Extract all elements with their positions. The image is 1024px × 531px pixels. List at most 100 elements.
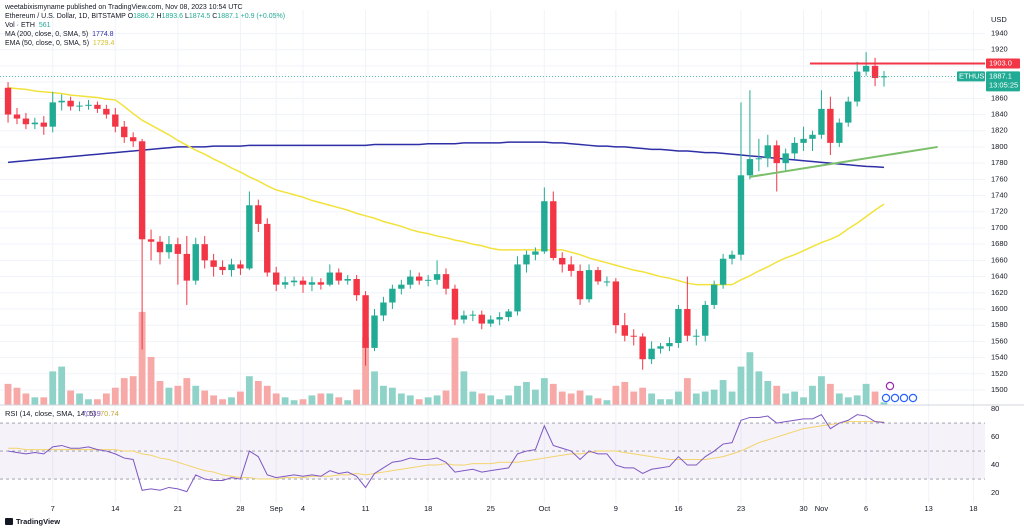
candle-body [684,308,691,336]
candle-body [416,276,423,281]
rsi-name: RSI (14, close, SMA, 14, 5) [5,409,96,418]
volume-bar [111,387,119,405]
candle-body [782,153,789,164]
candle-body [496,317,503,320]
candle-body [451,288,459,320]
volume-bar [299,399,307,405]
rsi-sma-line [8,421,885,480]
candle-body [550,201,557,258]
volume-bar [335,397,343,405]
rsi-tick-label: 20 [991,488,999,497]
candle-body [147,239,155,242]
candle-body [4,87,12,115]
candle-body [424,279,432,281]
candle-body [630,335,637,337]
volume-bar [192,385,200,405]
volume-bar [567,393,575,405]
rsi-value: 70.39 [82,409,101,418]
volume-value: 561 [38,22,51,29]
low-value: 1874.5 [188,13,211,20]
high-value: 1893.6 [161,13,183,20]
x-tick-label: Sep [270,504,283,513]
candle-body [791,142,798,154]
volume-bar [666,399,673,405]
volume-bar [460,371,468,405]
volume-bar [147,357,155,405]
volume-bar [13,387,21,405]
candle-body [156,241,164,253]
volume-name: Vol · ETH [5,22,35,29]
candle-body [255,205,262,224]
candle-body [308,282,316,285]
candle-body [76,105,83,107]
candle-body [603,281,611,283]
volume-bar [120,378,128,405]
volume-bar [317,393,325,405]
rsi-tick-label: 60 [991,432,999,441]
volume-bar [388,387,396,405]
published: weetabixismyname published on TradingVie… [5,4,243,11]
candle-body [853,71,861,102]
y-tick-label: 1620 [991,288,1008,297]
x-tick-label: 6 [864,504,868,513]
open-value: 1886.2 [133,13,155,20]
volume-bar [737,366,745,405]
candle-body [58,100,65,103]
candle-body [138,141,146,240]
volume-bar [540,378,548,405]
volume-bar [67,390,75,405]
price-box [986,71,1020,92]
candle-body [246,205,253,269]
volume-bar [764,381,772,405]
candle-body [299,280,307,285]
alert-label: 1903.0 [989,58,1012,67]
volume-bar [469,391,477,405]
volume-bar [603,400,611,405]
candle-body [559,257,566,265]
candle-body [809,134,816,139]
candle-body [165,244,173,253]
volume-bar [58,366,66,405]
volume-bar [728,391,736,405]
volume-bar [862,383,870,405]
currency-label: USD [991,15,1007,24]
rsi-tick-label: 80 [991,404,999,413]
y-tick-label: 1940 [991,28,1008,37]
volume-bar [719,380,727,405]
x-tick-label: 13 [925,504,933,513]
y-tick-label: 1800 [991,142,1008,151]
candle-body [407,276,414,285]
trendline [749,145,938,178]
alert-label-box [986,58,1020,69]
volume-bar [40,397,48,405]
volume-bar [22,393,30,405]
candle-body [532,251,539,255]
legend: weetabixismyname published on TradingVie… [5,3,285,48]
candle-body [272,272,280,285]
volume-bar [76,393,83,405]
candle-body [317,282,325,285]
volume-bar [308,395,316,405]
y-tick-label: 1680 [991,239,1008,248]
candle-body [389,288,396,303]
volume-legend: Vol · ETH 561 [5,21,285,30]
volume-bar [183,378,191,405]
volume-bar [281,397,289,405]
event-icon [890,393,900,403]
candle-body [845,101,852,123]
ema-name: EMA (50, close, 0, SMA, 5) [5,40,90,47]
y-tick-label: 1580 [991,320,1008,329]
volume-bar [532,389,539,405]
volume-bar [710,389,718,405]
candle-body [112,114,119,127]
volume-bar [558,391,566,405]
candle-body [237,264,244,269]
ema-value: 1729.4 [92,40,115,47]
volume-bar [415,399,423,405]
volume-bar [31,397,39,405]
volume-bar [683,378,691,405]
volume-bar [594,398,602,405]
candle-body [460,315,468,320]
volume-bar [326,393,334,405]
volume-bar [94,399,101,405]
